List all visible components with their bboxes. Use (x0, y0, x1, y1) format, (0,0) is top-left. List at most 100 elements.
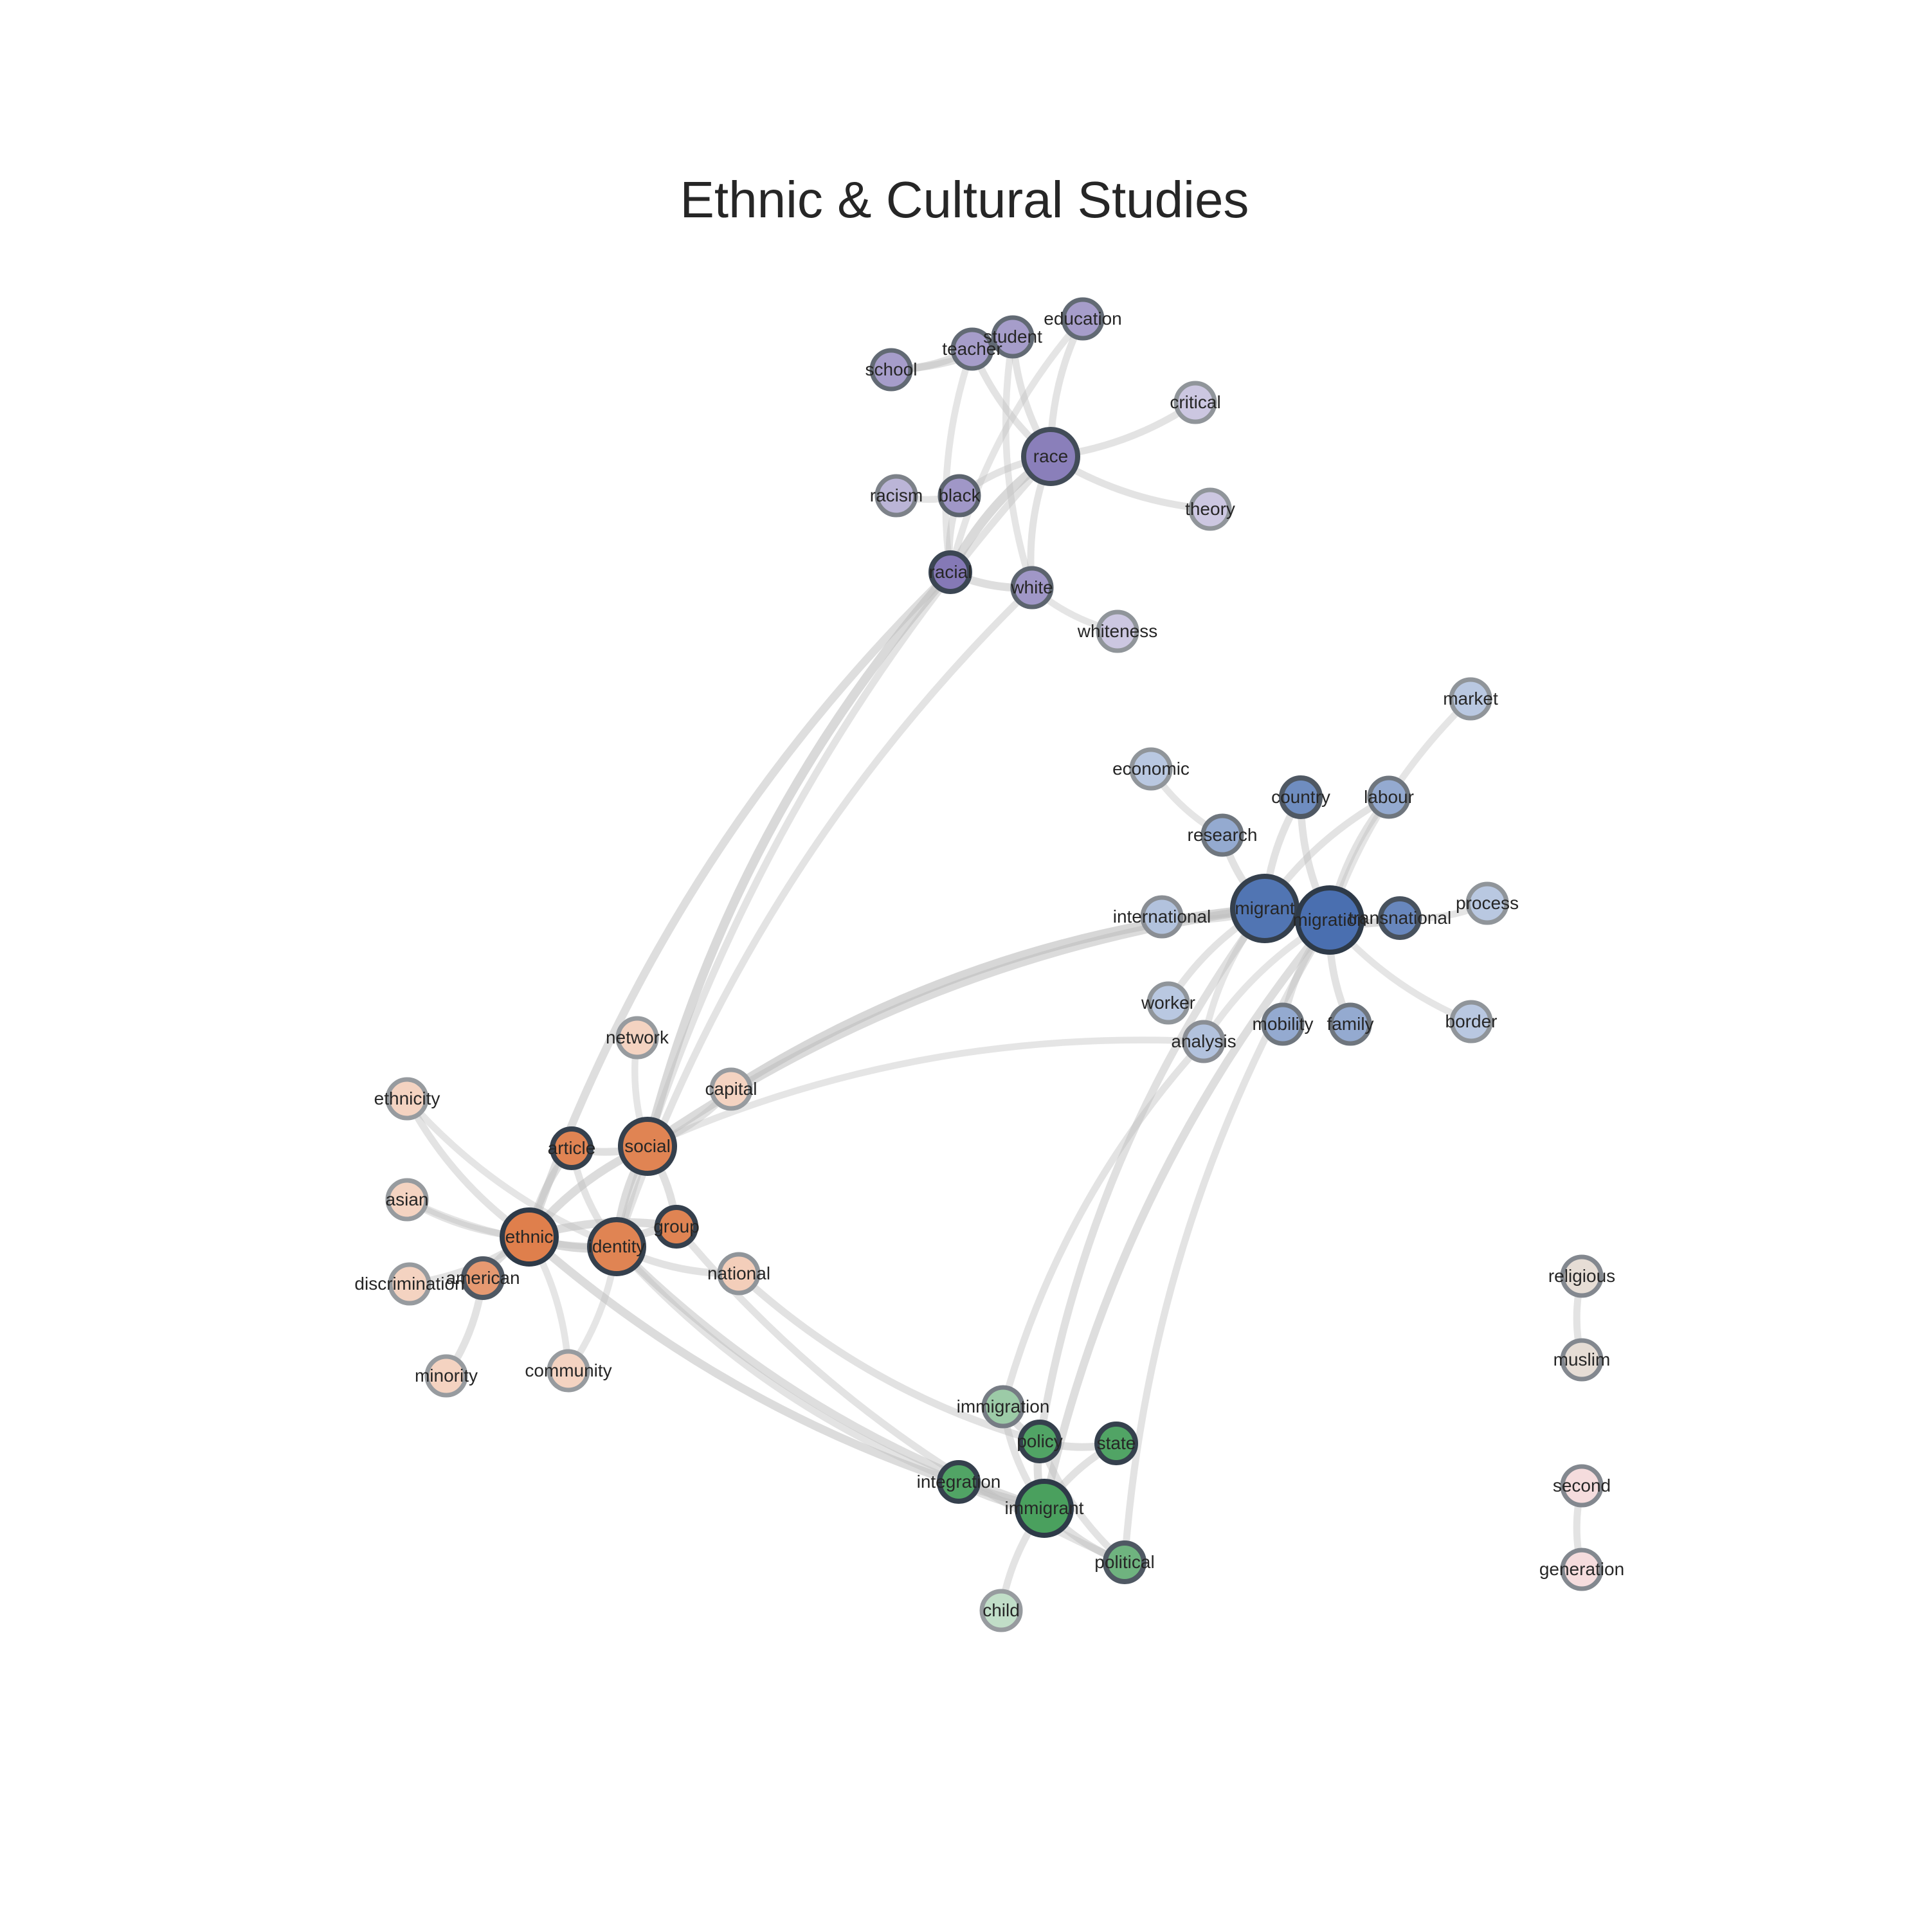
node-label-national: national (707, 1263, 770, 1283)
node-label-group: group (653, 1216, 700, 1236)
node-label-process: process (1456, 893, 1519, 913)
node-label-school: school (865, 359, 918, 379)
edge-education-racial (946, 315, 1087, 576)
node-education[interactable] (1061, 297, 1105, 341)
node-label-country: country (1271, 787, 1330, 807)
node-national[interactable] (717, 1252, 761, 1296)
node-child[interactable] (979, 1589, 1023, 1632)
node-american[interactable] (461, 1256, 505, 1300)
node-integration[interactable] (937, 1460, 981, 1504)
node-border[interactable] (1449, 1000, 1493, 1043)
node-worker[interactable] (1146, 981, 1190, 1025)
node-immigration[interactable] (981, 1385, 1025, 1429)
node-teacher[interactable] (950, 327, 994, 371)
node-label-capital: capital (705, 1079, 757, 1099)
node-family[interactable] (1328, 1002, 1372, 1046)
node-labour[interactable] (1367, 775, 1411, 819)
node-migration[interactable] (1295, 885, 1364, 955)
node-label-discrimination: discrimination (354, 1274, 464, 1294)
node-community[interactable] (547, 1349, 590, 1393)
node-white[interactable] (1010, 566, 1054, 609)
edge-teacher-racial (942, 345, 976, 576)
node-student[interactable] (991, 315, 1035, 359)
node-political[interactable] (1103, 1540, 1146, 1584)
node-racial[interactable] (928, 550, 972, 594)
node-discrimination[interactable] (388, 1262, 431, 1306)
node-state[interactable] (1094, 1422, 1138, 1465)
node-label-research: research (1188, 825, 1258, 845)
node-analysis[interactable] (1182, 1020, 1226, 1063)
node-transnational[interactable] (1378, 896, 1422, 940)
node-research[interactable] (1200, 813, 1244, 857)
node-muslim[interactable] (1560, 1338, 1604, 1382)
node-label-immigrant: immigrant (1005, 1498, 1084, 1518)
node-label-migrant: migrant (1235, 898, 1295, 918)
edge-analysis-social (644, 1036, 1208, 1150)
edge-ethnicity-identity (403, 1095, 620, 1250)
node-label-migration: migration (1292, 910, 1366, 930)
edge-national-policy (735, 1270, 1044, 1445)
node-label-child: child (983, 1600, 1020, 1620)
node-label-immigration: immigration (957, 1396, 1050, 1416)
node-label-labour: labour (1364, 787, 1414, 807)
edge-analysis-immigration (999, 1038, 1208, 1411)
node-migrant[interactable] (1230, 874, 1300, 943)
node-label-minority: minority (415, 1366, 478, 1386)
node-label-generation: generation (1539, 1559, 1624, 1579)
node-minority[interactable] (424, 1354, 468, 1398)
node-critical[interactable] (1173, 381, 1217, 424)
node-label-american: american (446, 1268, 520, 1288)
node-capital[interactable] (709, 1067, 753, 1111)
node-label-student: student (983, 327, 1042, 347)
edge-migration-immigrant (1040, 916, 1334, 1513)
node-article[interactable] (550, 1126, 593, 1170)
node-label-second: second (1553, 1476, 1611, 1495)
node-label-worker: worker (1141, 993, 1195, 1013)
node-label-race: race (1033, 446, 1068, 466)
node-mobility[interactable] (1261, 1002, 1305, 1046)
node-asian[interactable] (385, 1178, 429, 1222)
node-label-economic: economic (1112, 759, 1190, 779)
node-label-family: family (1327, 1014, 1373, 1034)
node-social[interactable] (618, 1117, 677, 1176)
node-label-integration: integration (917, 1472, 1001, 1492)
node-ethnic[interactable] (500, 1207, 559, 1267)
node-economic[interactable] (1129, 747, 1173, 791)
node-theory[interactable] (1188, 487, 1232, 531)
node-network[interactable] (615, 1016, 659, 1060)
node-label-political: political (1094, 1552, 1154, 1572)
node-generation[interactable] (1560, 1548, 1604, 1591)
node-school[interactable] (869, 348, 913, 392)
node-second[interactable] (1560, 1464, 1604, 1508)
diagram-title: Ethnic & Cultural Studies (680, 171, 1249, 228)
node-identity[interactable] (587, 1217, 646, 1276)
node-immigrant[interactable] (1015, 1479, 1074, 1538)
edge-racial-social (643, 568, 955, 1151)
node-label-mobility: mobility (1253, 1014, 1314, 1034)
node-label-market: market (1443, 689, 1498, 709)
node-label-social: social (624, 1136, 671, 1156)
node-ethnicity[interactable] (385, 1077, 429, 1121)
node-label-border: border (1445, 1011, 1498, 1031)
node-whiteness[interactable] (1096, 609, 1139, 653)
node-label-analysis: analysis (1171, 1031, 1236, 1051)
node-label-network: network (606, 1027, 669, 1047)
node-label-racism: racism (870, 485, 923, 505)
node-market[interactable] (1449, 677, 1492, 721)
node-label-whiteness: whiteness (1077, 621, 1158, 641)
node-black[interactable] (937, 474, 981, 518)
node-race[interactable] (1021, 427, 1080, 486)
node-country[interactable] (1279, 775, 1323, 819)
node-racism[interactable] (874, 474, 918, 518)
node-label-transnational: transnational (1348, 908, 1451, 928)
edge-identity-integration (613, 1243, 963, 1486)
node-process[interactable] (1465, 881, 1509, 925)
node-label-community: community (525, 1360, 611, 1380)
node-policy[interactable] (1018, 1420, 1062, 1463)
node-international[interactable] (1140, 895, 1184, 939)
node-group[interactable] (655, 1205, 698, 1249)
edge-student-white (1002, 333, 1036, 591)
node-religious[interactable] (1560, 1254, 1604, 1298)
